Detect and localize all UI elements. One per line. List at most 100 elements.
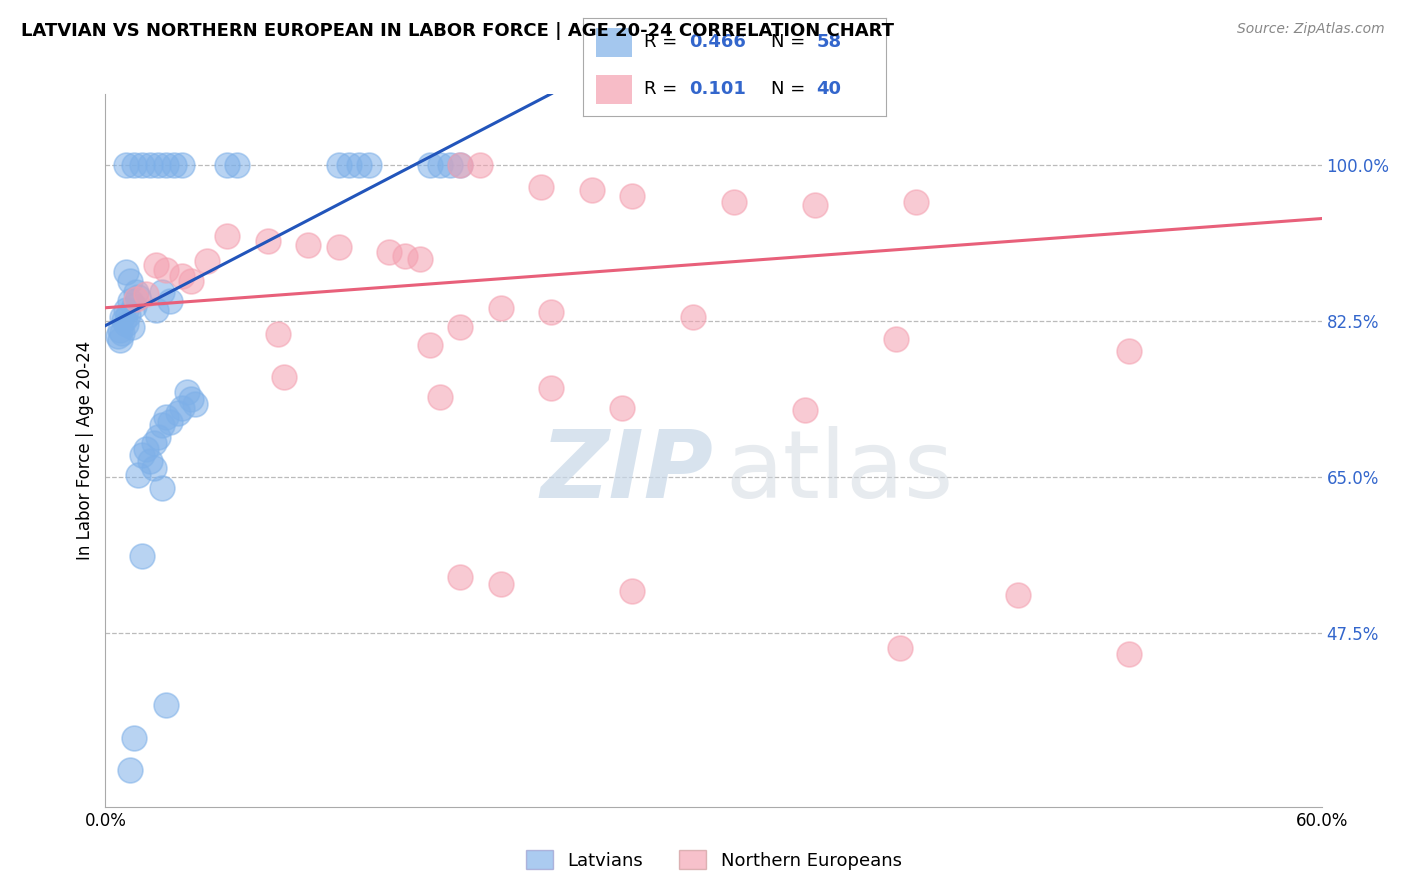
Point (145, 302, 167, 317)
Point (131, 549, 153, 563)
Point (131, 158, 153, 172)
Point (889, 641, 911, 656)
Point (267, 327, 290, 342)
Point (125, 285, 148, 299)
Point (394, 249, 416, 263)
Point (150, 418, 173, 433)
Point (159, 415, 181, 429)
Point (114, 158, 136, 172)
Bar (596, 75, 631, 104)
Point (114, 265, 136, 279)
Point (172, 401, 194, 415)
Point (121, 320, 143, 334)
Point (429, 390, 451, 404)
Point (155, 698, 177, 712)
Point (793, 403, 815, 417)
Point (449, 320, 471, 334)
Point (172, 268, 194, 283)
Point (125, 292, 148, 306)
Point (139, 454, 162, 468)
Point (108, 333, 131, 347)
Point (150, 285, 173, 299)
Point (146, 158, 169, 172)
Point (139, 158, 162, 172)
Point (297, 238, 319, 252)
Point (150, 481, 173, 495)
Point (163, 158, 186, 172)
Point (621, 584, 644, 599)
Point (337, 158, 360, 172)
Point (1118, 647, 1140, 661)
Text: atlas: atlas (725, 425, 953, 518)
Text: N =: N = (770, 33, 811, 52)
Point (621, 189, 644, 203)
Point (884, 332, 907, 346)
Point (131, 448, 153, 462)
Point (180, 274, 202, 288)
Point (1118, 343, 1140, 358)
Point (581, 183, 603, 197)
Point (449, 158, 471, 172)
Point (1007, 588, 1029, 602)
Point (347, 158, 370, 172)
Bar (596, 28, 631, 57)
Point (135, 287, 157, 301)
Point (127, 290, 149, 304)
Point (159, 293, 181, 308)
Point (143, 461, 166, 475)
Point (118, 293, 141, 308)
Point (167, 406, 190, 420)
Text: N =: N = (770, 80, 811, 98)
Point (146, 430, 169, 444)
Point (108, 323, 131, 337)
Point (180, 392, 202, 406)
Point (328, 240, 350, 254)
Point (217, 229, 239, 244)
Point (429, 158, 451, 172)
Point (419, 158, 441, 172)
Point (122, 731, 145, 745)
Point (328, 158, 350, 172)
Point (155, 409, 177, 424)
Point (117, 308, 139, 322)
Point (723, 195, 745, 210)
Point (378, 245, 401, 260)
Point (408, 252, 430, 266)
Point (107, 329, 129, 343)
Text: 0.466: 0.466 (689, 33, 747, 52)
Point (122, 158, 145, 172)
Point (470, 158, 492, 172)
Point (419, 338, 441, 352)
Legend: Latvians, Northern Europeans: Latvians, Northern Europeans (519, 843, 908, 877)
Point (127, 468, 149, 483)
Point (612, 401, 634, 415)
Point (122, 299, 145, 313)
Point (183, 397, 205, 411)
Point (155, 158, 177, 172)
Point (540, 381, 562, 395)
Y-axis label: In Labor Force | Age 20-24: In Labor Force | Age 20-24 (76, 341, 94, 560)
Point (155, 263, 177, 277)
Point (439, 158, 461, 172)
Point (226, 158, 249, 172)
Point (114, 302, 136, 317)
Text: ZIP: ZIP (541, 425, 713, 518)
Point (530, 180, 553, 194)
Point (905, 195, 928, 210)
Point (256, 234, 278, 248)
Point (804, 198, 827, 212)
Point (111, 310, 134, 324)
Text: R =: R = (644, 80, 683, 98)
Point (143, 436, 166, 450)
Point (135, 442, 157, 456)
Point (540, 305, 562, 319)
Point (489, 577, 512, 591)
Point (217, 158, 239, 172)
Text: Source: ZipAtlas.com: Source: ZipAtlas.com (1237, 22, 1385, 37)
Point (145, 258, 167, 272)
Point (111, 326, 134, 340)
Text: 58: 58 (817, 33, 841, 52)
Point (449, 570, 471, 584)
Point (114, 317, 136, 331)
Point (176, 385, 198, 400)
